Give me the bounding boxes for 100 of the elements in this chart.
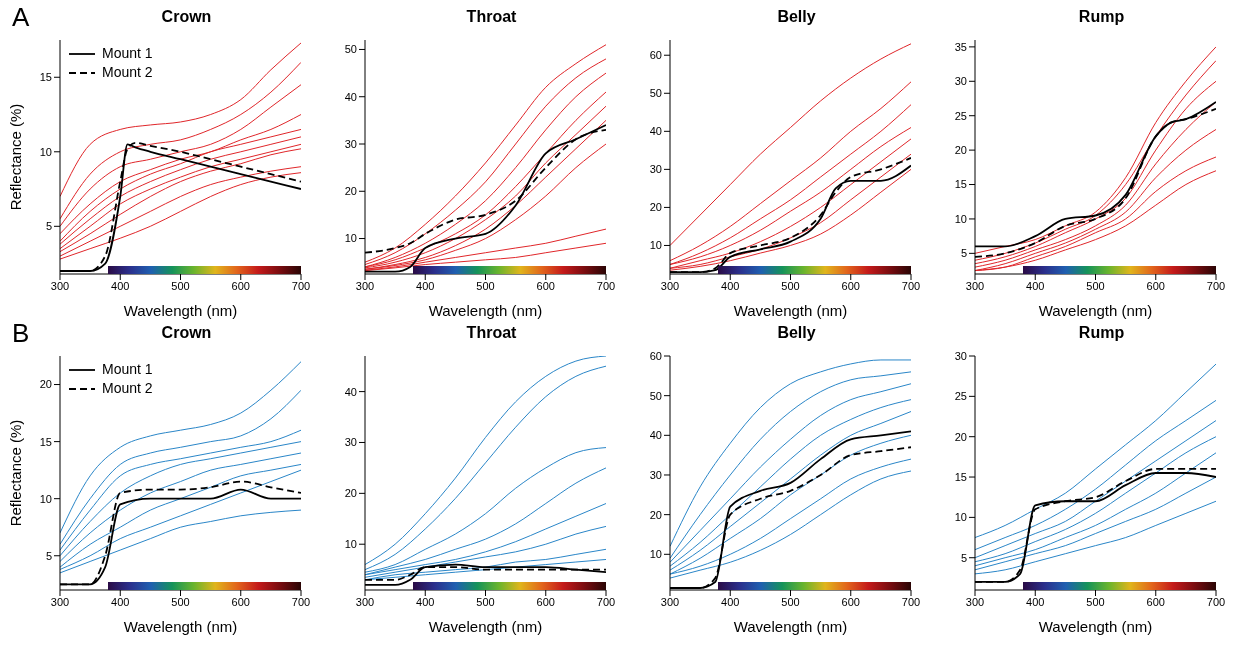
x-tick-label: 400 bbox=[1026, 595, 1045, 608]
y-tick-label: 10 bbox=[954, 511, 967, 524]
chart-title: Crown bbox=[161, 324, 212, 341]
y-tick-label: 5 bbox=[960, 551, 967, 564]
x-tick-label: 300 bbox=[50, 595, 70, 608]
x-tick-label: 600 bbox=[231, 279, 250, 292]
chart-title: Belly bbox=[776, 8, 817, 27]
y-tick-label: 20 bbox=[954, 430, 967, 443]
y-tick-label: 40 bbox=[344, 90, 357, 103]
x-axis-title: Wavelength (nm) bbox=[1038, 302, 1153, 319]
x-tick-label: 400 bbox=[1026, 279, 1045, 292]
x-tick-label: 500 bbox=[781, 279, 800, 292]
legend-label: Mount 2 bbox=[102, 63, 153, 82]
y-tick-label: 5 bbox=[45, 549, 52, 562]
x-tick-label: 700 bbox=[901, 595, 921, 608]
x-tick-label: 400 bbox=[416, 595, 435, 608]
x-tick-label: 500 bbox=[476, 595, 495, 608]
x-tick-label: 400 bbox=[416, 279, 435, 292]
y-tick-label: 15 bbox=[39, 435, 52, 448]
legend-label: Mount 2 bbox=[102, 379, 153, 398]
x-tick-label: 500 bbox=[1086, 595, 1105, 608]
x-tick-label: 700 bbox=[901, 279, 921, 292]
y-tick-label: 20 bbox=[954, 144, 967, 157]
y-tick-label: 30 bbox=[649, 163, 662, 176]
x-tick-label: 500 bbox=[171, 279, 190, 292]
y-axis-title: Reflectance (%) bbox=[7, 103, 25, 211]
x-tick-label: 300 bbox=[965, 595, 985, 608]
y-axis-title: Reflectance (%) bbox=[7, 419, 25, 527]
y-tick-label: 20 bbox=[649, 201, 662, 214]
y-tick-label: 20 bbox=[344, 185, 357, 198]
y-tick-label: 10 bbox=[39, 492, 52, 505]
x-tick-label: 300 bbox=[50, 279, 70, 292]
y-tick-label: 30 bbox=[954, 75, 967, 88]
chart-title: Rump bbox=[1077, 324, 1126, 343]
x-tick-label: 600 bbox=[841, 279, 860, 292]
chart-title: Crown bbox=[161, 8, 212, 25]
x-tick-label: 300 bbox=[355, 279, 375, 292]
y-tick-label: 5 bbox=[45, 220, 52, 233]
y-tick-label: 25 bbox=[954, 390, 967, 403]
chart-title: Throat bbox=[465, 324, 518, 343]
y-tick-label: 10 bbox=[39, 145, 52, 158]
x-tick-label: 700 bbox=[596, 595, 616, 608]
chart-title: Throat bbox=[465, 8, 518, 27]
y-tick-label: 35 bbox=[954, 40, 967, 53]
y-tick-label: 50 bbox=[649, 389, 662, 402]
x-tick-label: 400 bbox=[111, 279, 130, 292]
x-tick-label: 600 bbox=[1146, 595, 1165, 608]
x-axis-title: Wavelength (nm) bbox=[733, 618, 848, 635]
chart-title: Rump bbox=[1077, 8, 1126, 27]
x-tick-label: 300 bbox=[660, 279, 680, 292]
x-tick-label: 600 bbox=[231, 595, 250, 608]
x-axis-title: Wavelength (nm) bbox=[428, 302, 543, 319]
text: A bbox=[12, 2, 30, 33]
x-tick-label: 400 bbox=[111, 595, 130, 608]
y-tick-label: 20 bbox=[344, 487, 357, 500]
y-tick-label: 30 bbox=[649, 468, 662, 481]
x-tick-label: 500 bbox=[476, 279, 495, 292]
x-tick-label: 500 bbox=[781, 595, 800, 608]
x-tick-label: 300 bbox=[355, 595, 375, 608]
x-tick-label: 300 bbox=[965, 279, 985, 292]
legend-label: Mount 1 bbox=[102, 360, 153, 379]
y-tick-label: 10 bbox=[649, 548, 662, 561]
y-tick-label: 10 bbox=[954, 212, 967, 225]
y-tick-label: 25 bbox=[954, 109, 967, 122]
x-tick-label: 400 bbox=[721, 595, 740, 608]
text: B bbox=[12, 318, 30, 349]
x-tick-label: 300 bbox=[660, 595, 680, 608]
y-tick-label: 40 bbox=[344, 385, 357, 398]
y-tick-label: 15 bbox=[39, 71, 52, 84]
y-tick-label: 15 bbox=[954, 470, 967, 483]
y-tick-label: 30 bbox=[344, 137, 357, 150]
x-axis-title: Wavelength (nm) bbox=[428, 618, 543, 635]
x-tick-label: 700 bbox=[596, 279, 616, 292]
x-tick-label: 500 bbox=[171, 595, 190, 608]
y-tick-label: 15 bbox=[954, 178, 967, 191]
y-tick-label: 30 bbox=[344, 436, 357, 449]
y-tick-label: 20 bbox=[39, 378, 52, 391]
y-tick-label: 40 bbox=[649, 125, 662, 138]
y-tick-label: 10 bbox=[344, 232, 357, 245]
x-tick-label: 700 bbox=[291, 595, 311, 608]
y-tick-label: 10 bbox=[344, 538, 357, 551]
y-tick-label: 60 bbox=[649, 49, 662, 62]
x-axis-title: Wavelength (nm) bbox=[1038, 618, 1153, 635]
y-tick-label: 10 bbox=[649, 239, 662, 252]
x-tick-label: 600 bbox=[536, 279, 555, 292]
y-tick-label: 5 bbox=[960, 247, 967, 260]
chart-title: Belly bbox=[776, 324, 817, 343]
x-axis-title: Wavelength (nm) bbox=[123, 618, 238, 635]
y-tick-label: 20 bbox=[649, 508, 662, 521]
x-tick-label: 600 bbox=[841, 595, 860, 608]
x-tick-label: 600 bbox=[536, 595, 555, 608]
y-tick-label: 50 bbox=[649, 87, 662, 100]
y-tick-label: 40 bbox=[649, 429, 662, 442]
x-tick-label: 600 bbox=[1146, 279, 1165, 292]
legend-label: Mount 1 bbox=[102, 44, 153, 63]
x-axis-title: Wavelength (nm) bbox=[123, 302, 238, 319]
x-tick-label: 700 bbox=[291, 279, 311, 292]
y-tick-label: 50 bbox=[344, 43, 357, 56]
x-axis-title: Wavelength (nm) bbox=[733, 302, 848, 319]
y-tick-label: 60 bbox=[649, 349, 662, 362]
